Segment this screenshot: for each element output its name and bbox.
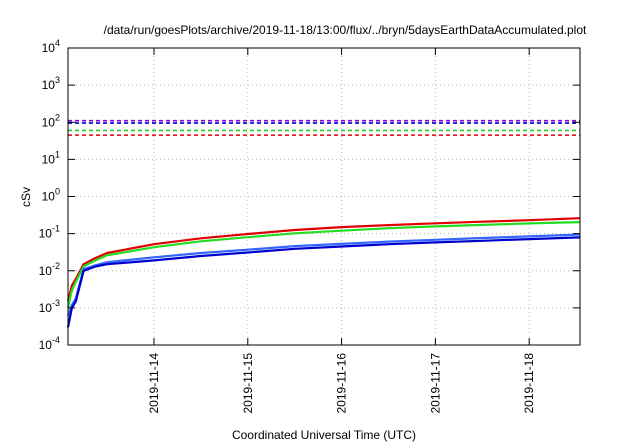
y-tick-label: 10-2 [39,261,60,278]
data-series [66,217,581,328]
series-line [66,217,581,302]
y-axis-label: cSv [19,187,33,207]
chart-title: /data/run/goesPlots/archive/2019-11-18/1… [104,23,587,37]
y-axis-ticks: 10-4 10-3 10-2 10-1 100 101 102 103 104 [39,38,580,352]
y-tick-label: 10-4 [39,335,60,352]
y-tick-label: 101 [42,149,60,166]
y-tick-label: 102 [42,112,60,129]
grid [68,48,580,345]
x-tick-label: 2019-11-15 [241,353,255,414]
y-tick-label: 10-3 [39,298,60,315]
series-line [66,236,581,328]
y-tick-label: 104 [42,38,60,55]
y-tick-label: 100 [42,187,60,204]
threshold-lines [68,119,580,136]
x-tick-label: 2019-11-17 [428,353,442,414]
x-tick-label: 2019-11-18 [522,353,536,414]
x-tick-label: 2019-11-16 [335,353,349,414]
x-axis-ticks: 2019-11-14 2019-11-15 2019-11-16 2019-11-17… [147,48,536,414]
series-line [66,221,581,309]
y-tick-label: 10-1 [39,224,60,241]
x-tick-label: 2019-11-14 [147,353,161,414]
x-axis-label: Coordinated Universal Time (UTC) [232,428,416,442]
y-tick-label: 103 [42,75,60,92]
